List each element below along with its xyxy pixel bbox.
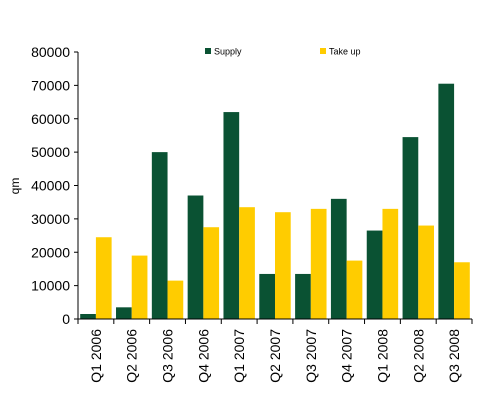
legend-swatch [320,48,326,54]
bar-supply [151,152,168,319]
bar-take-up [167,280,184,319]
bar-supply [438,83,455,319]
y-tick-label: 0 [62,311,70,327]
legend: Supply Take up [205,47,361,57]
x-tick-label: Q2 2006 [124,329,140,383]
bar-take-up [95,237,112,319]
bar-take-up [239,207,255,319]
bar-supply [330,198,347,319]
bar-take-up [131,255,148,319]
y-tick-label: 70000 [31,77,70,93]
bar-supply [295,273,311,319]
legend-label: Supply [214,47,242,57]
bar-take-up [310,208,327,319]
y-tick-label: 40000 [31,178,70,194]
bar-supply [223,112,240,319]
x-tick-label: Q4 2006 [195,329,211,383]
bar-take-up [382,208,399,319]
bar-take-up [418,225,434,319]
x-tick-label: Q1 2008 [374,329,390,383]
bar-take-up [346,260,363,319]
bar-supply [187,195,204,319]
x-tick-label: Q2 2007 [267,329,283,383]
bars [80,83,470,319]
bar-take-up [454,262,470,319]
legend-label: Take up [329,47,361,57]
x-tick-label: Q3 2007 [303,329,319,383]
y-tick-label: 30000 [31,211,70,227]
y-tick-label: 10000 [31,278,70,294]
bar-supply [366,230,383,319]
y-tick-label: 50000 [31,144,70,160]
y-tick-label: 20000 [31,244,70,260]
y-tick-label: 60000 [31,111,70,127]
x-tick-label: Q1 2007 [231,329,247,383]
x-tick-label: Q4 2007 [339,329,355,383]
x-tick-label: Q1 2006 [88,329,104,383]
y-axis-label: qm [8,178,22,195]
bar-supply [259,273,275,319]
bar-supply [402,137,419,319]
legend-swatch [205,48,211,54]
bar-supply [80,313,96,319]
x-tick-label: Q3 2008 [446,329,462,383]
bar-take-up [203,227,220,319]
x-tick-label: Q2 2008 [410,329,426,383]
x-tick-label: Q3 2006 [160,329,176,383]
bar-supply [116,307,132,319]
y-tick-label: 80000 [31,44,70,60]
x-axis: Q1 2006 Q2 2006 Q3 2006 Q4 2006 Q1 2007 Q2 20… [77,318,473,383]
bar-take-up [275,212,291,319]
y-axis: 0 10000 20000 30000 40000 50000 60000 70000 8000… [31,44,79,327]
